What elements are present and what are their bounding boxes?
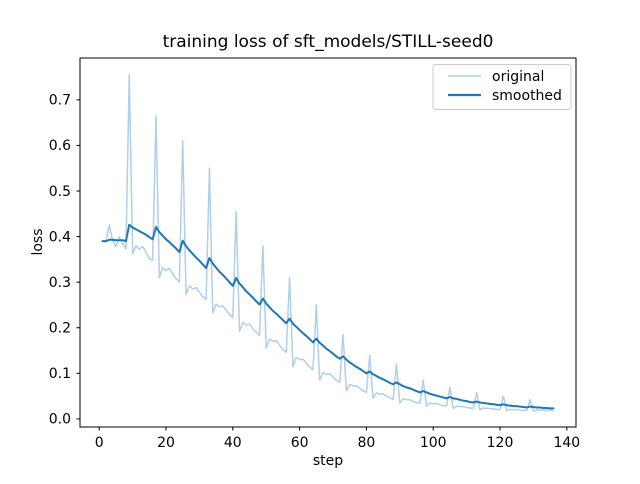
y-tick-label: 0.1 (49, 366, 71, 382)
y-tick-label: 0.6 (49, 138, 71, 154)
x-tick-label: 120 (487, 435, 514, 451)
chart-title: training loss of sft_models/STILL-seed0 (163, 32, 494, 52)
legend: original smoothed (432, 64, 572, 110)
y-tick-label: 0.7 (49, 93, 71, 109)
y-tick-label: 0.5 (49, 184, 71, 200)
y-tick-label: 0.0 (49, 412, 71, 428)
x-tick-label: 40 (224, 435, 242, 451)
x-tick-label: 60 (291, 435, 309, 451)
y-tick-label: 0.4 (49, 229, 71, 245)
x-tick-label: 140 (553, 435, 580, 451)
smoothed-line (101, 223, 555, 410)
x-tick-label: 80 (357, 435, 375, 451)
legend-original-label: original (492, 69, 544, 85)
x-tick-label: 20 (157, 435, 175, 451)
y-axis-label: loss (30, 228, 46, 255)
axes-spines (79, 57, 577, 428)
x-tick-label: 0 (95, 435, 104, 451)
ticks-layer: 0 20 40 60 80 100 120 140 0.0 0.1 0.2 0.3 0.4 0.5 0.6 0… (49, 93, 580, 451)
legend-smoothed-label: smoothed (492, 88, 562, 104)
series-layer (101, 74, 555, 412)
x-tick-label: 100 (420, 435, 447, 451)
y-tick-label: 0.2 (49, 321, 71, 337)
x-axis-label: step (313, 453, 343, 469)
y-tick-label: 0.3 (49, 275, 71, 291)
